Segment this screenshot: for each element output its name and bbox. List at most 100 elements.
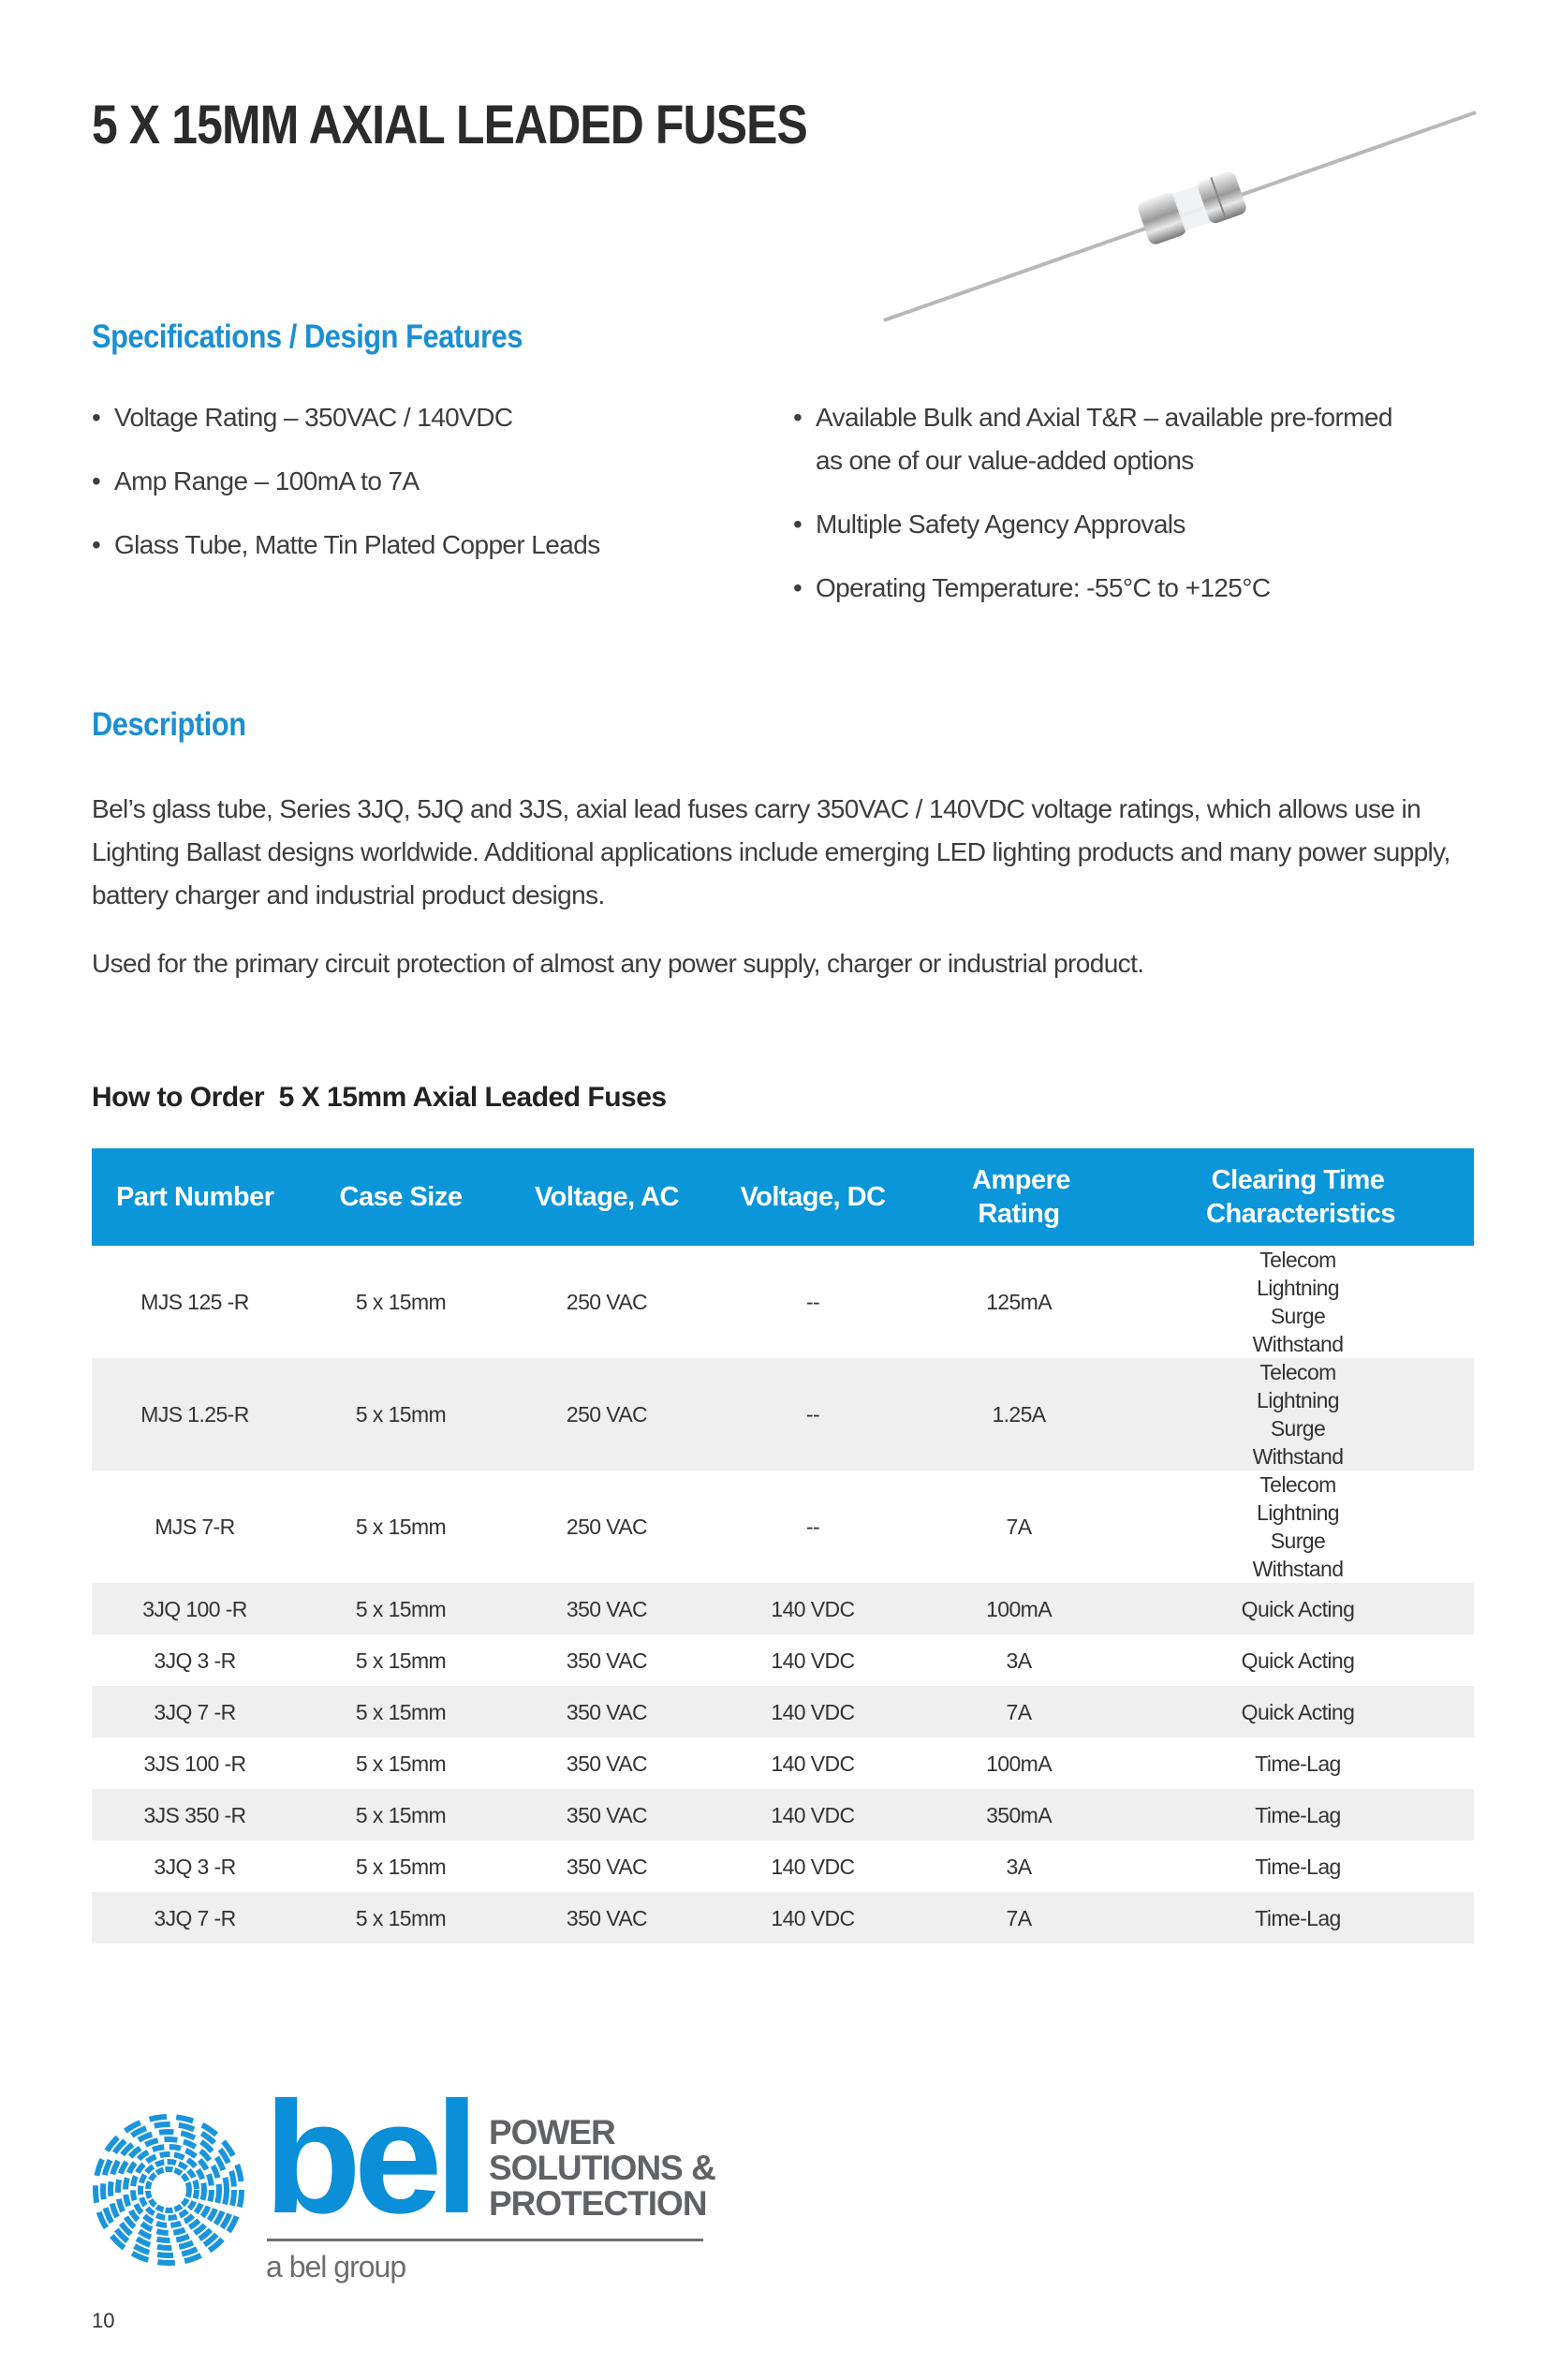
logo-ring xyxy=(115,2136,222,2243)
table-cell: 250 VAC xyxy=(504,1358,710,1471)
order-table-title: How to Order 5 X 15mm Axial Leaded Fuses xyxy=(92,1082,667,1113)
logo-ring xyxy=(145,2166,192,2213)
logo-ring xyxy=(123,2144,214,2236)
specs-heading: Specifications / Design Features xyxy=(92,318,523,355)
spec-item: • Multiple Safety Agency Approvals xyxy=(793,503,1392,546)
bullet-icon: • xyxy=(793,510,803,539)
bullet-icon: • xyxy=(92,530,101,559)
spec-text: Operating Temperature: -55°C to +125°C xyxy=(816,573,1271,602)
table-cell: 3JQ 3 -R xyxy=(154,1648,236,1673)
table-row: MJS 125 -R 5 x 15mm 250 VAC -- 125mA Telecom … xyxy=(92,1246,1474,1358)
logo-subtitle: a bel group xyxy=(266,2250,406,2284)
logo-ring xyxy=(108,2129,229,2251)
table-cell: Time-Lag xyxy=(1122,1789,1474,1840)
spec-item: • Amp Range – 100mA to 7A xyxy=(92,460,600,503)
bullet-icon: • xyxy=(92,466,101,495)
table-cell: 140 VDC xyxy=(710,1686,916,1737)
table-cell: 3JQ 100 -R xyxy=(92,1583,298,1634)
table-cell: 5 x 15mm xyxy=(298,1583,504,1634)
fuse-image xyxy=(883,111,1477,322)
table-cell: Time-Lag xyxy=(1122,1892,1474,1944)
table-row: MJS 7-R 5 x 15mm 250 VAC -- 7A Telecom Lightn… xyxy=(92,1471,1474,1583)
table-header-row: Part Number Case Size Voltage, AC Voltage, … xyxy=(92,1148,1474,1246)
table-cell: Quick Acting xyxy=(1122,1686,1474,1737)
column-header: Voltage, DC xyxy=(710,1148,916,1246)
spec-text: Amp Range – 100mA to 7A xyxy=(114,466,420,495)
table-cell: 7A xyxy=(916,1686,1122,1737)
table-cell: 3JQ 7 -R xyxy=(92,1892,298,1944)
table-cell: 3JS 350 -R xyxy=(92,1789,298,1840)
logo-ring xyxy=(130,2151,207,2228)
logo-line: POWER xyxy=(489,2113,616,2151)
table-cell: 5 x 15mm xyxy=(355,1515,447,1539)
description-paragraph: Used for the primary circuit protection … xyxy=(92,949,1144,978)
table-cell: 350 VAC xyxy=(504,1686,710,1737)
table-cell: 5 x 15mm xyxy=(298,1358,504,1471)
table-cell: 350 VAC xyxy=(566,1648,648,1673)
table-cell: Time-Lag xyxy=(1255,1751,1341,1776)
table-cell: 250 VAC xyxy=(566,1290,648,1314)
table-cell: 350 VAC xyxy=(566,1751,648,1776)
table-cell: 140 VDC xyxy=(771,1648,855,1673)
table-cell: 3A xyxy=(1006,1648,1033,1673)
table-row: MJS 1.25-R 5 x 15mm 250 VAC -- 1.25A Telecom … xyxy=(92,1358,1474,1471)
table-cell: -- xyxy=(805,1515,820,1539)
column-header: Ampere Rating xyxy=(916,1148,1122,1246)
table-cell: Telecom Lightning Surge Withstand xyxy=(1252,1248,1344,1356)
table-row: 3JQ 100 -R 5 x 15mm 350 VAC 140 VDC 100mA Qui… xyxy=(92,1583,1474,1634)
table-cell: 3A xyxy=(1006,1854,1033,1879)
table-cell: Quick Acting xyxy=(1122,1583,1474,1634)
table-cell: 140 VDC xyxy=(710,1583,916,1634)
table-cell: 140 VDC xyxy=(710,1789,916,1840)
table-row: 3JQ 3 -R 5 x 15mm 350 VAC 140 VDC 3A Time-Lag xyxy=(92,1840,1474,1892)
column-header: Case Size xyxy=(298,1148,504,1246)
table-cell: 3JQ 3 -R xyxy=(154,1854,236,1879)
table-cell: 350 VAC xyxy=(504,1583,710,1634)
table-row: 3JQ 7 -R 5 x 15mm 350 VAC 140 VDC 7A Quick Ac… xyxy=(92,1686,1474,1737)
table-cell: 250 VAC xyxy=(566,1515,648,1539)
logo-divider xyxy=(267,2239,703,2241)
spec-text: Voltage Rating – 350VAC / 140VDC xyxy=(114,403,513,432)
table-cell: -- xyxy=(805,1290,820,1314)
description-paragraph: Bel’s glass tube, Series 3JQ, 5JQ and 3J… xyxy=(92,794,1451,909)
bel-wordmark: bel xyxy=(264,2069,479,2247)
logo-line: SOLUTIONS & xyxy=(489,2149,716,2187)
table-row: 3JS 100 -R 5 x 15mm 350 VAC 140 VDC 100mA Tim… xyxy=(92,1737,1474,1789)
table-cell: Telecom Lightning Surge Withstand xyxy=(1122,1358,1474,1471)
table-cell: 350 VAC xyxy=(566,1854,648,1879)
table-cell: 3JQ 7 -R xyxy=(92,1686,298,1737)
table-cell: 350 VAC xyxy=(504,1789,710,1840)
page-title: 5 X 15MM AXIAL LEADED FUSES xyxy=(92,95,808,155)
table-row: 3JQ 3 -R 5 x 15mm 350 VAC 140 VDC 3A Quick Ac… xyxy=(92,1634,1474,1686)
table-cell: 7A xyxy=(916,1892,1122,1944)
table-cell: 5 x 15mm xyxy=(298,1686,504,1737)
spec-item: • Available Bulk and Axial T&R – availabl… xyxy=(793,396,1392,482)
table-cell: 100mA xyxy=(916,1583,1122,1634)
column-header: Voltage, AC xyxy=(504,1148,710,1246)
table-cell: 5 x 15mm xyxy=(355,1290,447,1314)
table-cell: 350 VAC xyxy=(504,1892,710,1944)
bullet-icon: • xyxy=(793,573,803,602)
table-cell: 100mA xyxy=(986,1751,1052,1776)
table-cell: -- xyxy=(710,1358,916,1471)
spec-item: • Voltage Rating – 350VAC / 140VDC xyxy=(92,396,600,439)
page-number: 10 xyxy=(92,2309,115,2332)
table-cell: 3JS 100 -R xyxy=(143,1751,246,1776)
spec-text-continued: as one of our value-added options xyxy=(816,446,1194,475)
spec-item: • Operating Temperature: -55°C to +125°C xyxy=(793,567,1392,610)
logo-ring xyxy=(100,2121,237,2258)
table-cell: Telecom Lightning Surge Withstand xyxy=(1252,1472,1344,1581)
table-cell: 125mA xyxy=(986,1290,1052,1314)
spec-text: Available Bulk and Axial T&R – available… xyxy=(816,403,1392,432)
bel-circle-logo-icon xyxy=(93,2114,244,2266)
table-cell: 7A xyxy=(1006,1515,1033,1539)
logo-ring xyxy=(138,2159,199,2221)
column-header: Part Number xyxy=(92,1148,298,1246)
bullet-icon: • xyxy=(793,403,803,432)
table-cell: 5 x 15mm xyxy=(355,1854,447,1879)
table-cell: 140 VDC xyxy=(710,1892,916,1944)
spec-text: Multiple Safety Agency Approvals xyxy=(816,510,1185,539)
logo-tagline-block: POWER SOLUTIONS & PROTECTION xyxy=(489,2113,716,2222)
table-cell: 5 x 15mm xyxy=(355,1648,447,1673)
order-table: Part Number Case Size Voltage, AC Voltage, … xyxy=(92,1148,1474,1944)
